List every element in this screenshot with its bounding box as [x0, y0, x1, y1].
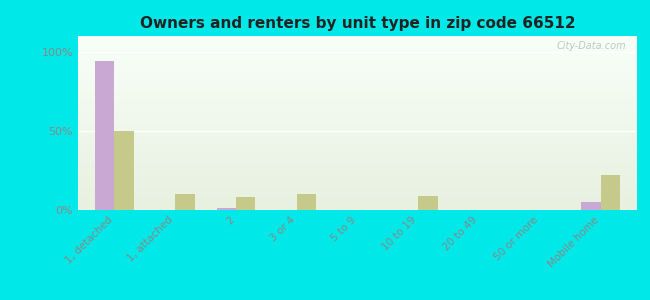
Bar — [176, 194, 194, 210]
Bar — [114, 131, 134, 210]
Bar — [297, 194, 316, 210]
Title: Owners and renters by unit type in zip code 66512: Owners and renters by unit type in zip c… — [140, 16, 575, 31]
Bar — [418, 196, 437, 210]
Bar — [95, 61, 114, 210]
Bar — [236, 197, 255, 210]
Bar — [601, 175, 620, 210]
Bar — [581, 202, 601, 210]
Bar — [216, 208, 236, 210]
Text: City-Data.com: City-Data.com — [556, 41, 626, 51]
